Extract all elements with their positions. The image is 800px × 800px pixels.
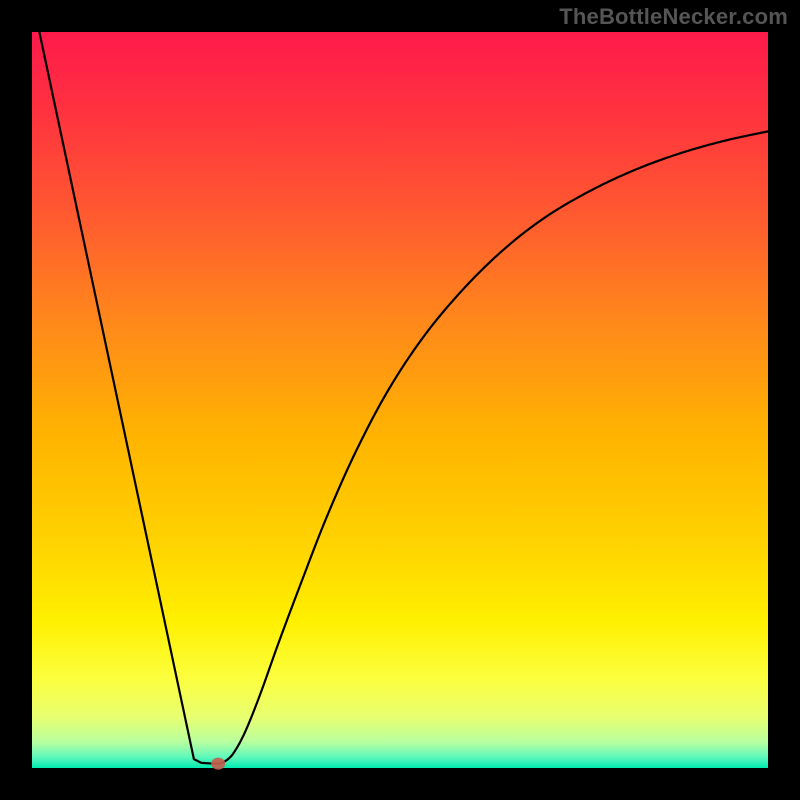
optimum-marker bbox=[211, 758, 225, 770]
gradient-background bbox=[32, 32, 768, 768]
watermark-text: TheBottleNecker.com bbox=[559, 4, 788, 30]
bottleneck-chart: TheBottleNecker.com bbox=[0, 0, 800, 800]
chart-svg bbox=[0, 0, 800, 800]
